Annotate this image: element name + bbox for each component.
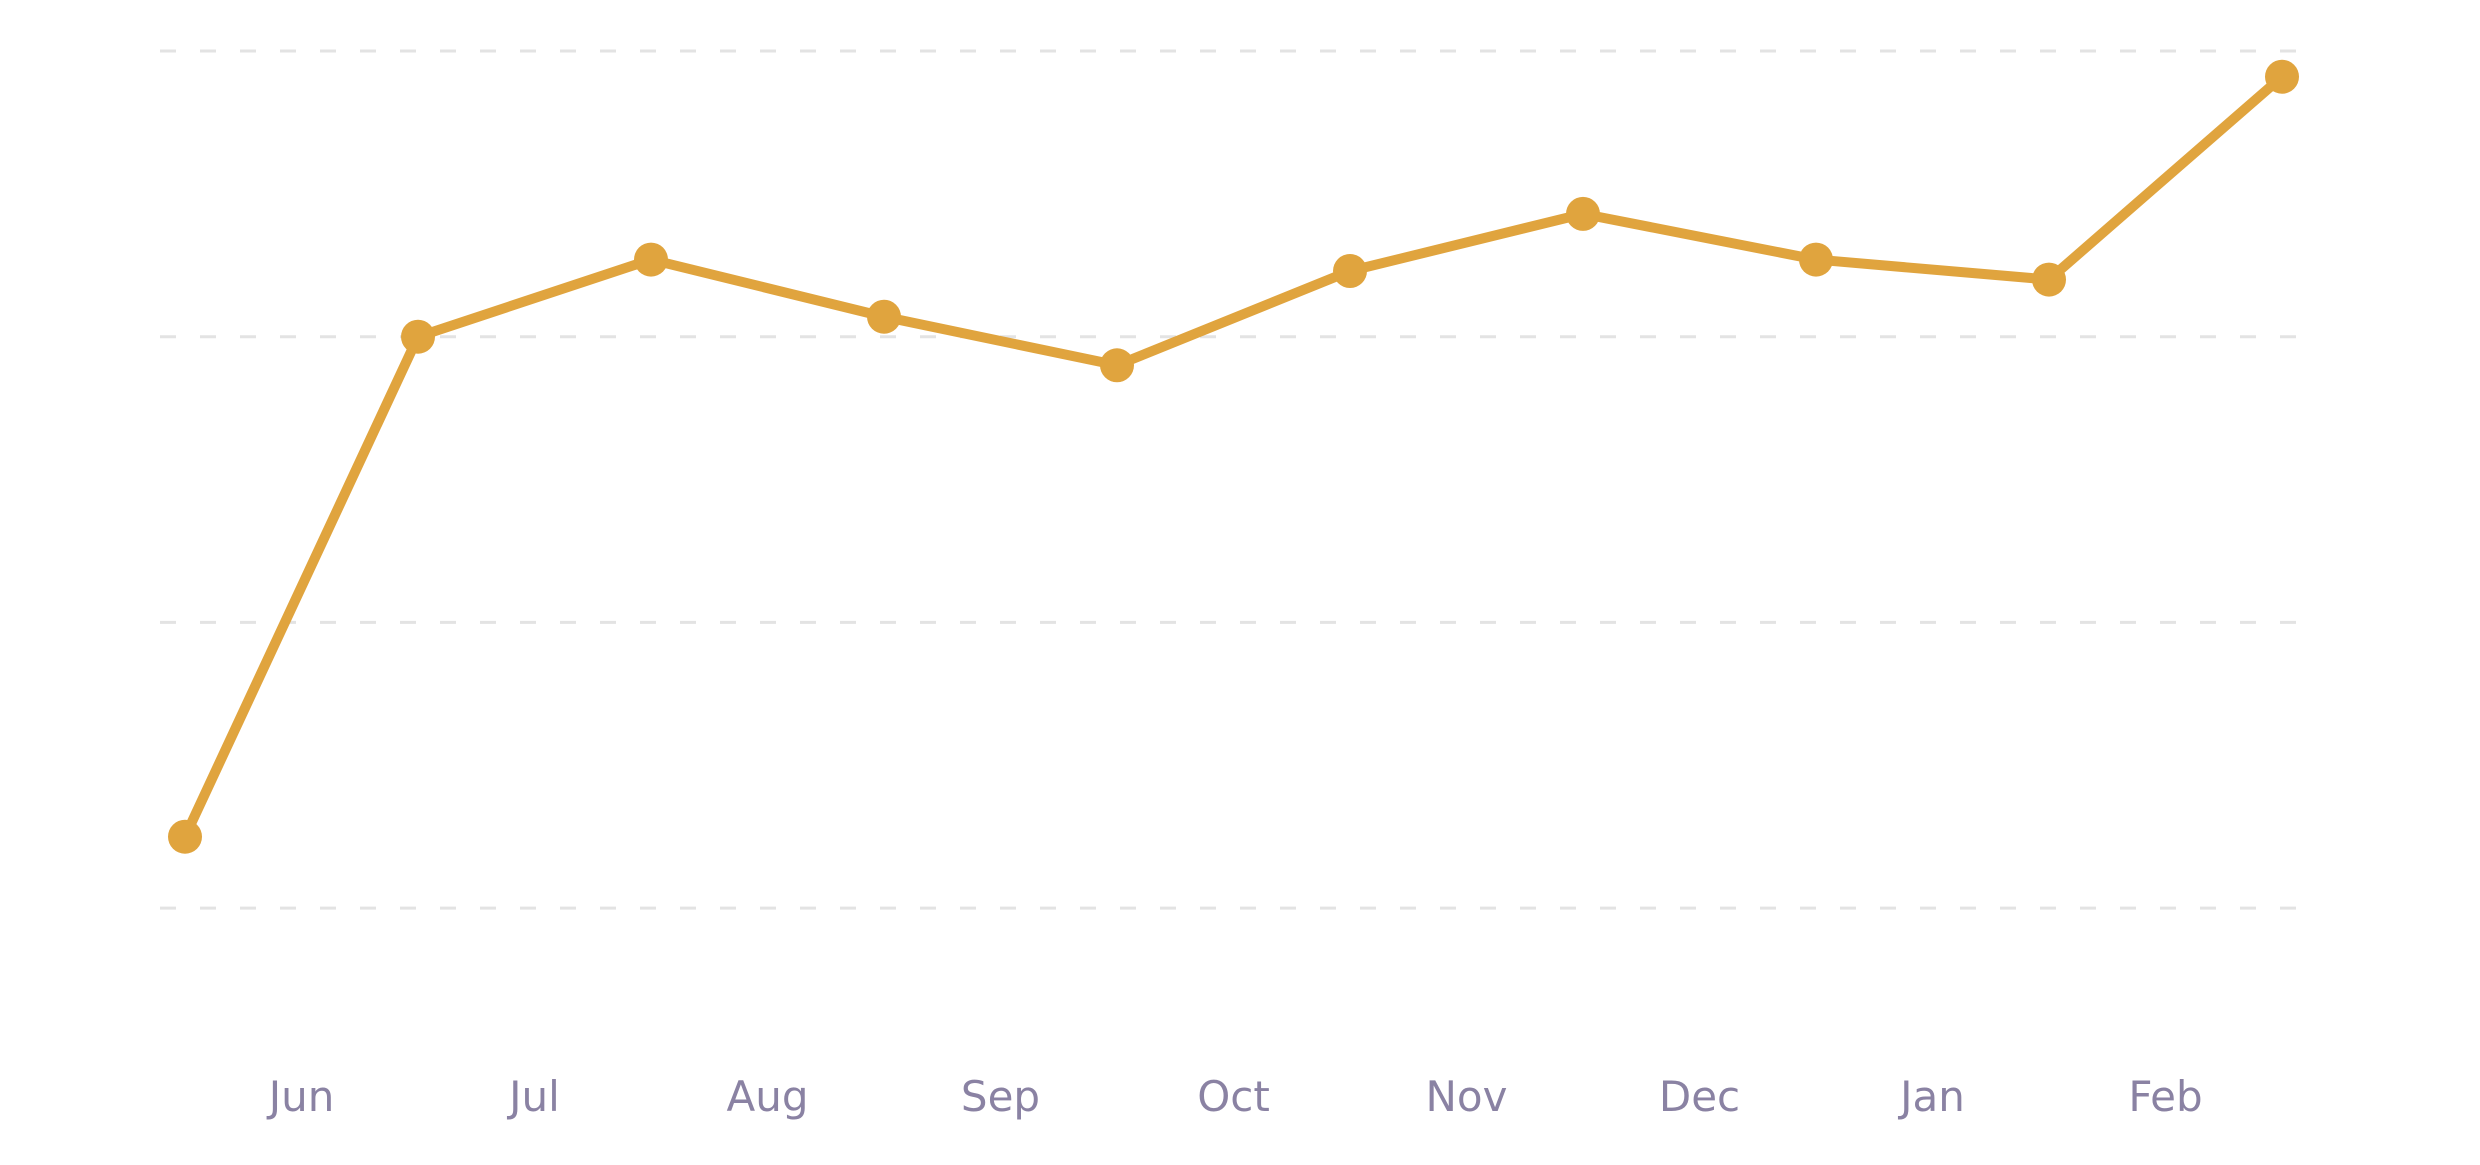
data-point-oct[interactable] — [1333, 254, 1367, 288]
point-layer — [168, 59, 2299, 854]
data-point-sep[interactable] — [1100, 348, 1134, 383]
x-tick-label-jan: Jan — [1897, 1072, 1965, 1121]
data-point-may[interactable] — [168, 819, 202, 854]
series-line — [180, 71, 2287, 842]
data-point-dec[interactable] — [1799, 242, 1833, 277]
x-tick-label-aug: Aug — [726, 1072, 808, 1121]
x-tick-label-nov: Nov — [1426, 1072, 1508, 1121]
data-point-jan[interactable] — [2032, 262, 2066, 297]
series-layer — [180, 71, 2287, 842]
x-tick-label-jun: Jun — [266, 1072, 335, 1121]
x-tick-label-sep: Sep — [961, 1072, 1040, 1121]
x-tick-labels: Jun Jul Aug Sep Oct Nov Dec Jan Feb — [266, 1072, 2203, 1121]
x-tick-label-jul: Jul — [506, 1072, 560, 1121]
data-point-nov[interactable] — [1566, 196, 1600, 231]
grid-layer — [160, 49, 2320, 910]
data-point-jun[interactable] — [401, 319, 435, 354]
x-tick-label-dec: Dec — [1659, 1072, 1740, 1121]
data-point-feb[interactable] — [2265, 59, 2299, 94]
x-tick-label-oct: Oct — [1197, 1072, 1270, 1121]
data-point-aug[interactable] — [867, 299, 901, 334]
data-point-jul[interactable] — [634, 242, 668, 277]
x-tick-label-feb: Feb — [2128, 1072, 2202, 1121]
